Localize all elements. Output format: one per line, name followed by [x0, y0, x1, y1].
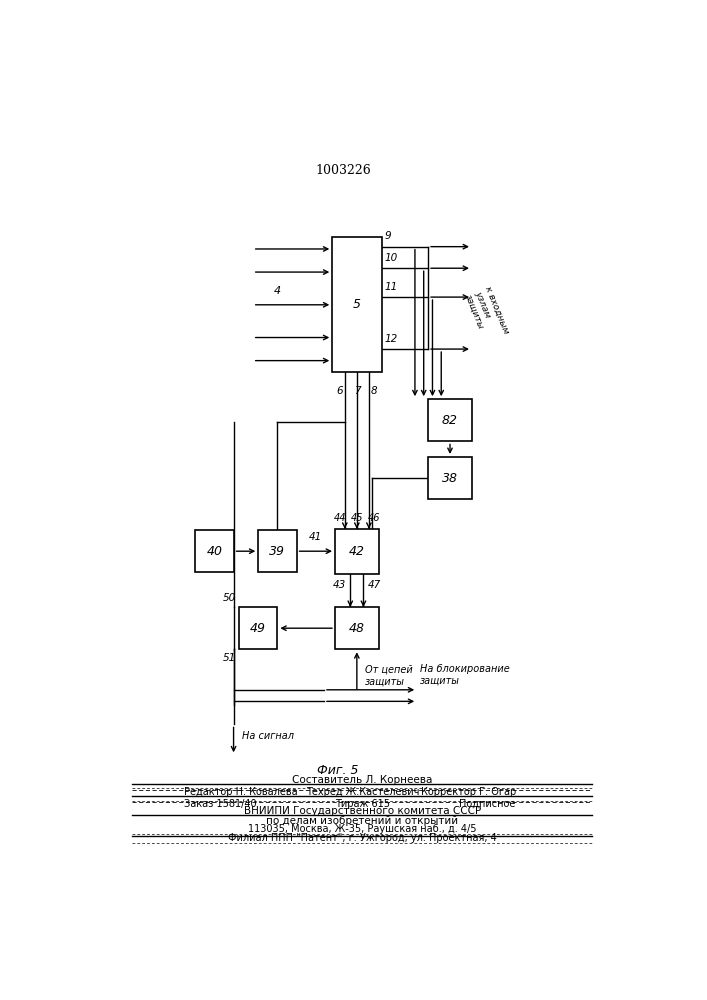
Text: 6: 6	[336, 386, 343, 396]
Text: На блокирование
защиты: На блокирование защиты	[420, 664, 510, 686]
Text: 40: 40	[206, 545, 223, 558]
Text: 113035, Москва, Ж-35, Раушская наб., д. 4/5: 113035, Москва, Ж-35, Раушская наб., д. …	[248, 824, 477, 834]
Text: Фиг. 5: Фиг. 5	[317, 764, 358, 777]
Text: 9: 9	[385, 231, 391, 241]
Text: ВНИИПИ Государственного комитета СССР: ВНИИПИ Государственного комитета СССР	[244, 806, 481, 816]
Text: 10: 10	[385, 253, 397, 263]
Text: 82: 82	[442, 414, 458, 427]
Text: 45: 45	[351, 513, 363, 523]
Text: 50: 50	[223, 593, 236, 603]
Text: 5: 5	[353, 298, 361, 311]
Text: 42: 42	[349, 545, 365, 558]
Text: 4: 4	[274, 286, 281, 296]
Text: 1003226: 1003226	[315, 164, 371, 177]
Text: по делам изобретений и открытий: по делам изобретений и открытий	[267, 816, 458, 826]
Bar	[428, 399, 472, 441]
Text: Филиал ППП "Патент", г. Ужгород, ул. Проектная, 4: Филиал ППП "Патент", г. Ужгород, ул. Про…	[228, 833, 497, 843]
Text: От цепей
защиты: От цепей защиты	[365, 665, 413, 686]
Bar	[428, 457, 472, 499]
Text: 49: 49	[250, 622, 267, 635]
Text: к входным
узлам
защиты: к входным узлам защиты	[464, 285, 510, 343]
Text: 48: 48	[349, 622, 365, 635]
Text: 38: 38	[442, 472, 458, 485]
Bar	[195, 530, 233, 572]
Text: 8: 8	[371, 386, 378, 396]
Text: 7: 7	[354, 386, 360, 396]
Bar	[332, 237, 382, 372]
Text: Техред Ж.Кастелевич: Техред Ж.Кастелевич	[305, 787, 419, 797]
Bar	[239, 607, 277, 649]
Bar	[335, 607, 379, 649]
Text: Корректор Г. Огар: Корректор Г. Огар	[421, 787, 516, 797]
Text: 43: 43	[333, 580, 346, 590]
Text: Подписное: Подписное	[460, 799, 516, 809]
Text: 12: 12	[385, 334, 397, 344]
Text: 41: 41	[309, 532, 322, 542]
Text: Редактор Н. Ковалева: Редактор Н. Ковалева	[185, 787, 298, 797]
Text: 44: 44	[334, 513, 346, 523]
Text: Составитель Л. Корнеева: Составитель Л. Корнеева	[292, 775, 433, 785]
Bar	[335, 529, 379, 574]
Text: 46: 46	[368, 513, 380, 523]
Text: На сигнал: На сигнал	[242, 731, 294, 741]
Text: 11: 11	[385, 282, 397, 292]
Text: 39: 39	[269, 545, 286, 558]
Bar	[258, 530, 297, 572]
Text: Тираж 615: Тираж 615	[335, 799, 390, 809]
Text: 51: 51	[223, 653, 236, 663]
Text: 47: 47	[368, 580, 381, 590]
Text: Заказ 1581/40: Заказ 1581/40	[185, 799, 257, 809]
